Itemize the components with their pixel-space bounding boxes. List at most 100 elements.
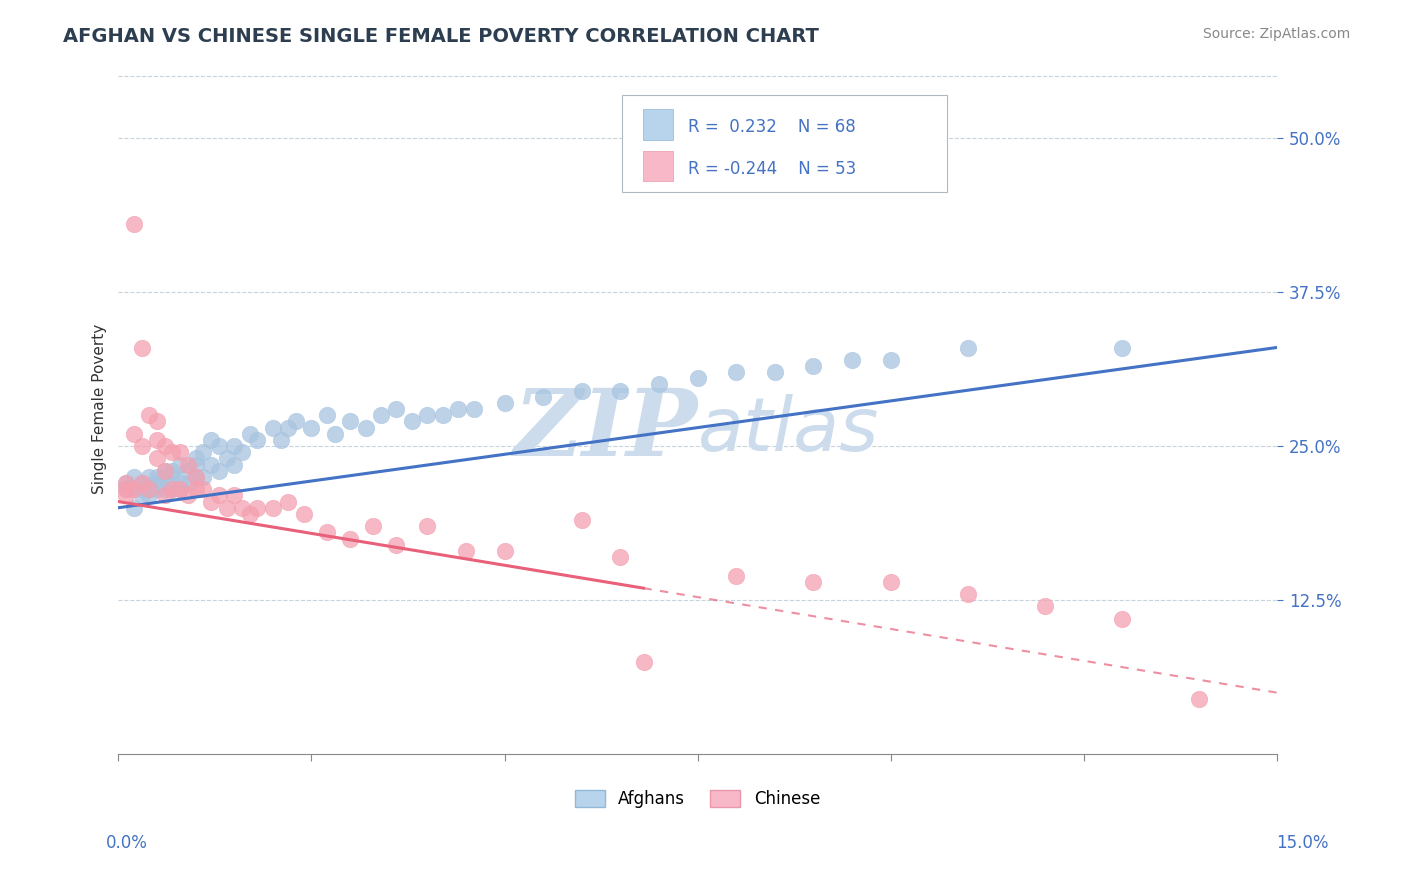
Point	[169, 482, 191, 496]
Point	[879, 352, 901, 367]
Point	[432, 409, 454, 423]
Point	[146, 482, 169, 496]
Point	[339, 414, 361, 428]
Point	[370, 409, 392, 423]
Point	[177, 476, 200, 491]
Point	[1033, 599, 1056, 614]
Point	[200, 433, 222, 447]
Point	[131, 476, 153, 491]
Point	[231, 500, 253, 515]
Point	[177, 464, 200, 478]
Legend: Afghans, Chinese: Afghans, Chinese	[568, 783, 827, 815]
Point	[763, 365, 786, 379]
Point	[193, 482, 215, 496]
Point	[841, 352, 863, 367]
Point	[169, 476, 191, 491]
Point	[146, 470, 169, 484]
Point	[463, 402, 485, 417]
Point	[138, 482, 160, 496]
Point	[224, 439, 246, 453]
Point	[177, 458, 200, 472]
Point	[609, 384, 631, 398]
Point	[239, 507, 262, 521]
Point	[494, 396, 516, 410]
Point	[571, 513, 593, 527]
Point	[146, 451, 169, 466]
Point	[162, 464, 184, 478]
Point	[131, 482, 153, 496]
Point	[115, 476, 138, 491]
Point	[956, 341, 979, 355]
Point	[138, 482, 160, 496]
Point	[208, 439, 231, 453]
Point	[316, 409, 339, 423]
Point	[184, 482, 207, 496]
Point	[531, 390, 554, 404]
Point	[339, 532, 361, 546]
Point	[169, 458, 191, 472]
Point	[725, 568, 748, 582]
Point	[803, 359, 825, 373]
Point	[285, 414, 308, 428]
Point	[200, 494, 222, 508]
Text: 15.0%: 15.0%	[1277, 834, 1329, 852]
Point	[648, 377, 671, 392]
Point	[609, 549, 631, 564]
Point	[385, 538, 408, 552]
Point	[115, 482, 138, 496]
Point	[277, 494, 299, 508]
Point	[292, 507, 315, 521]
Y-axis label: Single Female Poverty: Single Female Poverty	[93, 324, 107, 494]
Point	[162, 445, 184, 459]
Point	[162, 482, 184, 496]
FancyBboxPatch shape	[643, 151, 673, 181]
Point	[246, 500, 269, 515]
Point	[153, 488, 176, 502]
Point	[153, 439, 176, 453]
Point	[138, 470, 160, 484]
Point	[270, 433, 292, 447]
Point	[316, 525, 339, 540]
Point	[115, 482, 138, 496]
Text: AFGHAN VS CHINESE SINGLE FEMALE POVERTY CORRELATION CHART: AFGHAN VS CHINESE SINGLE FEMALE POVERTY …	[63, 27, 820, 45]
Point	[224, 488, 246, 502]
Text: atlas: atlas	[697, 394, 879, 466]
Point	[571, 384, 593, 398]
Point	[323, 426, 346, 441]
Point	[122, 482, 145, 496]
Point	[1111, 341, 1133, 355]
Point	[208, 464, 231, 478]
Point	[385, 402, 408, 417]
Point	[184, 458, 207, 472]
Point	[208, 488, 231, 502]
Point	[686, 371, 709, 385]
Point	[231, 445, 253, 459]
Point	[361, 519, 384, 533]
Point	[193, 445, 215, 459]
Point	[879, 574, 901, 589]
Point	[200, 458, 222, 472]
Text: ZIP: ZIP	[513, 384, 697, 475]
Point	[138, 488, 160, 502]
Point	[193, 470, 215, 484]
Point	[153, 464, 176, 478]
Point	[494, 544, 516, 558]
Point	[146, 433, 169, 447]
Point	[262, 500, 284, 515]
Point	[153, 464, 176, 478]
Point	[169, 482, 191, 496]
Point	[956, 587, 979, 601]
Point	[277, 420, 299, 434]
Text: R = -0.244    N = 53: R = -0.244 N = 53	[689, 160, 856, 178]
Point	[1111, 612, 1133, 626]
Point	[138, 409, 160, 423]
Point	[146, 476, 169, 491]
Point	[131, 488, 153, 502]
Point	[131, 439, 153, 453]
Point	[162, 482, 184, 496]
Text: 0.0%: 0.0%	[105, 834, 148, 852]
Point	[177, 488, 200, 502]
Point	[146, 414, 169, 428]
Point	[301, 420, 323, 434]
Point	[122, 470, 145, 484]
